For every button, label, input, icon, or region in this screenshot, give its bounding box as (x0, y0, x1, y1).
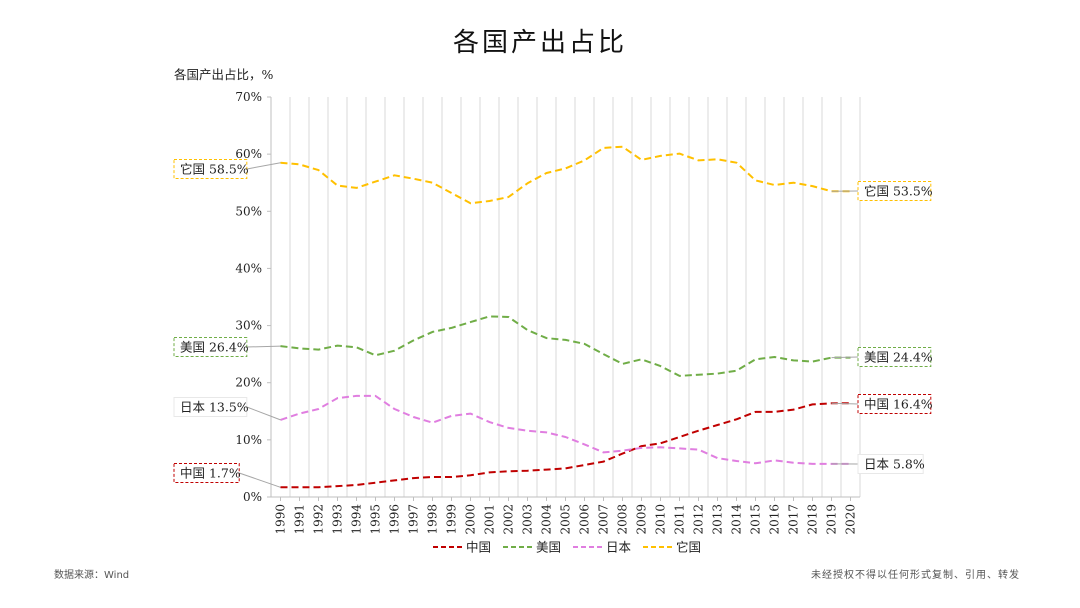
legend-label: 它国 (676, 540, 701, 555)
y-tick-label: 50% (235, 204, 262, 218)
x-tick-label: 1992 (312, 504, 326, 535)
callout-box (173, 463, 240, 483)
callout-日本-end: 日本 5.8% (831, 454, 925, 474)
y-tick-label: 30% (235, 319, 262, 333)
chart-title: 各国产出占比 (452, 28, 627, 58)
x-tick-label: 2007 (597, 504, 611, 535)
callout-leader-line (246, 345, 281, 348)
copyright-note: 未经授权不得以任何形式复制、引用、转发 (811, 570, 1020, 581)
callout-label: 它国 58.5% (180, 162, 249, 177)
x-tick-label: 2013 (711, 504, 725, 535)
callout-box (173, 397, 248, 417)
callout-box (173, 337, 248, 357)
series-line-美国 (280, 315, 851, 377)
x-tick-label: 1994 (350, 504, 364, 535)
x-tick-label: 2006 (578, 504, 592, 535)
callout-leader-line (239, 472, 281, 488)
x-tick-label: 2020 (844, 504, 858, 535)
x-tick-label: 2019 (825, 504, 839, 535)
callout-label: 中国 1.7% (180, 466, 241, 481)
y-tick-label: 20% (235, 376, 262, 390)
series-line-它国 (280, 145, 851, 205)
x-tick-label: 2001 (483, 504, 497, 535)
x-tick-label: 2014 (730, 504, 744, 535)
legend-label: 中国 (466, 540, 491, 555)
callout-leader-line (246, 162, 281, 170)
callout-美国-start: 美国 26.4% (173, 337, 281, 357)
series-line-日本 (280, 394, 851, 465)
callout-它国-start: 它国 58.5% (173, 159, 281, 179)
x-tick-label: 2016 (768, 504, 782, 535)
x-tick-label: 1991 (293, 504, 307, 535)
y-axis-unit-label: 各国产出占比，% (174, 67, 274, 82)
callout-中国-end: 中国 16.4% (831, 394, 933, 414)
callout-label: 中国 16.4% (864, 397, 933, 412)
callout-它国-end: 它国 53.5% (831, 181, 933, 201)
x-tick-label: 2011 (673, 504, 687, 535)
x-tick-label: 2008 (616, 504, 630, 535)
x-tick-label: 2003 (521, 504, 535, 535)
callout-美国-end: 美国 24.4% (831, 347, 933, 367)
data-source-note: 数据来源：Wind (54, 570, 130, 581)
x-tick-label: 1996 (388, 504, 402, 535)
callout-label: 日本 5.8% (864, 457, 925, 472)
legend-label: 美国 (536, 540, 561, 555)
x-tick-label: 2005 (559, 504, 573, 535)
x-tick-label: 1999 (445, 504, 459, 535)
y-tick-label: 60% (235, 147, 262, 161)
x-tick-label: 1993 (331, 504, 345, 535)
y-tick-label: 40% (235, 261, 262, 275)
y-tick-label: 70% (235, 90, 262, 104)
callout-leader-line (831, 402, 859, 405)
x-tick-label: 2018 (806, 504, 820, 535)
legend-item-它国: 它国 (643, 540, 701, 555)
callout-中国-start: 中国 1.7% (173, 463, 281, 488)
callout-box (857, 181, 932, 201)
x-tick-label: 2010 (654, 504, 668, 535)
x-tick-label: 2009 (635, 504, 649, 535)
x-tick-label: 2015 (749, 504, 763, 535)
legend-item-美国: 美国 (503, 540, 561, 555)
legend-item-日本: 日本 (573, 540, 632, 555)
x-tick-label: 1990 (274, 504, 288, 535)
legend-item-中国: 中国 (433, 540, 491, 555)
y-tick-label: 0% (243, 490, 262, 504)
y-tick-label: 10% (235, 433, 262, 447)
x-tick-label: 2012 (692, 504, 706, 535)
callout-box (857, 454, 924, 474)
x-tick-label: 2000 (464, 504, 478, 535)
callout-box (857, 347, 932, 367)
callout-box (857, 394, 932, 414)
callout-label: 它国 53.5% (864, 184, 933, 199)
x-tick-label: 2002 (502, 504, 516, 535)
legend-label: 日本 (606, 540, 632, 555)
callout-box (173, 159, 248, 179)
callout-label: 美国 26.4% (180, 340, 249, 355)
x-tick-label: 2004 (540, 504, 554, 535)
x-tick-label: 2017 (787, 504, 801, 535)
callout-leader-line (246, 406, 281, 421)
callout-日本-start: 日本 13.5% (173, 397, 281, 421)
x-tick-label: 1995 (369, 504, 383, 535)
x-tick-label: 1998 (426, 504, 440, 535)
callout-label: 日本 13.5% (180, 400, 249, 415)
x-tick-label: 1997 (407, 504, 421, 535)
callout-label: 美国 24.4% (864, 350, 933, 365)
callout-leader-line (831, 356, 859, 359)
series-line-中国 (280, 402, 851, 489)
